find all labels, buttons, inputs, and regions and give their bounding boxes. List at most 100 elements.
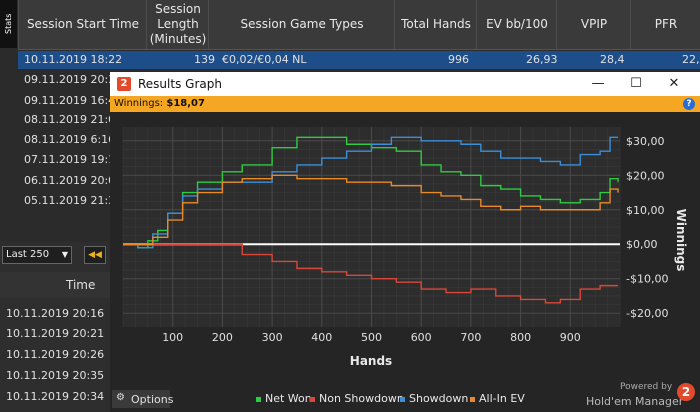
cell-pfr: 22,9 (682, 53, 700, 66)
x-tick-label: 400 (311, 331, 332, 344)
table-row[interactable]: 05.11.2019 21:35 (18, 192, 700, 210)
y-tick-label: $30,00 (626, 135, 665, 148)
list-item[interactable]: 10.11.2019 20:21 (6, 327, 105, 340)
col-session-start[interactable]: Session Start Time (18, 0, 147, 49)
x-tick-label: 700 (460, 331, 481, 344)
minimize-icon: — (591, 76, 605, 91)
x-tick-label: 600 (411, 331, 432, 344)
table-row[interactable]: 08.11.2019 6:16 (18, 131, 700, 149)
list-item[interactable]: 10.11.2019 20:16 (6, 307, 105, 320)
cell-hands: 996 (448, 53, 469, 66)
results-chart: 100 200 300 400 500 600 700 800 900 -$20,00 -$10,… (122, 127, 688, 368)
filter-value: Last 250 (6, 249, 50, 260)
time-header-label: Time (66, 278, 96, 292)
cell-vpip: 28,4 (600, 53, 625, 66)
series-line-non-showdown (123, 243, 619, 304)
hm2-logo-icon: 2 (677, 383, 695, 401)
results-graph-window: 2 Results Graph — ☐ ✕ Winnings: $18,07 ?… (110, 72, 700, 412)
chart-grid (122, 127, 621, 327)
legend-showdown[interactable]: Showdown (400, 392, 468, 405)
chevron-down-icon: ▼ (61, 250, 68, 259)
winnings-value: $18,07 (166, 98, 205, 109)
rewind-button[interactable]: ◀◀ (84, 246, 106, 264)
col-session-length[interactable]: Session Length (Minutes) (146, 0, 209, 49)
table-row[interactable]: 08.11.2019 21:01 (18, 111, 700, 129)
y-tick-label: -$10,00 (626, 273, 668, 286)
hm2-app-icon: 2 (117, 77, 131, 91)
col-total-hands[interactable]: Total Hands (394, 0, 477, 49)
maximize-icon: ☐ (630, 76, 642, 91)
col-game-types[interactable]: Session Game Types (208, 0, 395, 49)
x-tick-label: 500 (361, 331, 382, 344)
y-tick-label: -$20,00 (626, 307, 668, 320)
x-tick-label: 300 (262, 331, 283, 344)
help-icon[interactable]: ? (683, 98, 695, 110)
time-column-header[interactable]: Time (0, 272, 110, 298)
table-row[interactable]: 09.11.2019 20:39 (18, 71, 700, 89)
winnings-label: Winnings: (114, 98, 164, 109)
y-tick-labels: -$20,00 -$10,00 $0,00 $10,00 $20,00 $30,00 (626, 135, 668, 320)
x-axis-label: Hands (350, 354, 392, 368)
series-line-all-in-ev (123, 174, 619, 245)
table-row[interactable]: 07.11.2019 19:16 (18, 151, 700, 169)
cell-length: 139 (194, 53, 215, 66)
cell-start: 09.11.2019 16:43 (24, 94, 123, 107)
legend-swatch (256, 396, 261, 402)
legend-non-showdown[interactable]: Non Showdown (310, 392, 404, 405)
chart-series (123, 136, 619, 304)
cell-start: 08.11.2019 6:16 (24, 133, 116, 146)
legend-all-in-ev[interactable]: All-In EV (470, 392, 525, 405)
cell-ev: 26,93 (526, 53, 558, 66)
x-tick-label: 900 (560, 331, 581, 344)
col-pfr[interactable]: PFR (630, 0, 700, 49)
options-icon: ⚙ (116, 392, 125, 403)
winnings-text: Winnings: $18,07 (114, 98, 205, 109)
stats-tab[interactable]: Stats (0, 0, 17, 48)
legend-label: All-In EV (479, 392, 525, 405)
cell-start: 07.11.2019 19:16 (24, 153, 123, 166)
maximize-button[interactable]: ☐ (618, 73, 654, 95)
close-button[interactable]: ✕ (656, 73, 692, 95)
x-tick-labels: 100 200 300 400 500 600 700 800 900 (162, 331, 581, 344)
y-axis-label: Winnings (674, 209, 688, 272)
rewind-icon: ◀◀ (88, 250, 102, 260)
series-line-showdown (123, 136, 619, 249)
legend-label: Showdown (409, 392, 469, 405)
powered-by-text: Powered by (620, 382, 673, 392)
list-item[interactable]: 10.11.2019 20:35 (6, 369, 105, 382)
cell-game: €0,02/€0,04 NL (222, 53, 307, 66)
y-tick-label: $10,00 (626, 204, 665, 217)
y-tick-label: $20,00 (626, 169, 665, 182)
window-titlebar[interactable]: 2 Results Graph — ☐ ✕ (110, 72, 700, 96)
sessions-table-header: Session Start Time Session Length (Minut… (18, 0, 700, 50)
legend-label: Net Won (265, 392, 312, 405)
winnings-bar: Winnings: $18,07 ? (110, 96, 700, 112)
legend-swatch (470, 396, 475, 402)
y-tick-label: $0,00 (626, 238, 658, 251)
x-tick-label: 800 (510, 331, 531, 344)
close-icon: ✕ (668, 76, 680, 91)
legend-swatch (400, 396, 405, 402)
cell-start: 08.11.2019 21:01 (24, 113, 123, 126)
cell-start: 10.11.2019 18:22 (24, 53, 123, 66)
session-row-selected[interactable]: 10.11.2019 18:22 139 €0,02/€0,04 NL 996 … (18, 51, 700, 69)
options-button[interactable]: ⚙ Options (112, 390, 174, 408)
x-tick-label: 200 (212, 331, 233, 344)
window-title: Results Graph (138, 77, 222, 91)
x-tick-label: 100 (162, 331, 183, 344)
col-ev[interactable]: EV bb/100 (476, 0, 557, 49)
cell-start: 05.11.2019 21:35 (24, 194, 123, 207)
list-item[interactable]: 10.11.2019 20:26 (6, 348, 105, 361)
hands-panel (0, 242, 110, 412)
col-vpip[interactable]: VPIP (556, 0, 631, 49)
cell-start: 06.11.2019 20:08 (24, 174, 123, 187)
options-label: Options (131, 393, 174, 406)
list-item[interactable]: 10.11.2019 20:34 (6, 390, 105, 403)
table-row[interactable]: 09.11.2019 16:43 (18, 92, 700, 110)
minimize-button[interactable]: — (580, 73, 616, 95)
filter-select[interactable]: Last 250 ▼ (2, 246, 72, 264)
brand-name: Hold'em Manager (586, 395, 684, 408)
legend-net-won[interactable]: Net Won (256, 392, 312, 405)
table-row[interactable]: 06.11.2019 20:08 (18, 172, 700, 190)
legend-swatch (310, 396, 315, 402)
